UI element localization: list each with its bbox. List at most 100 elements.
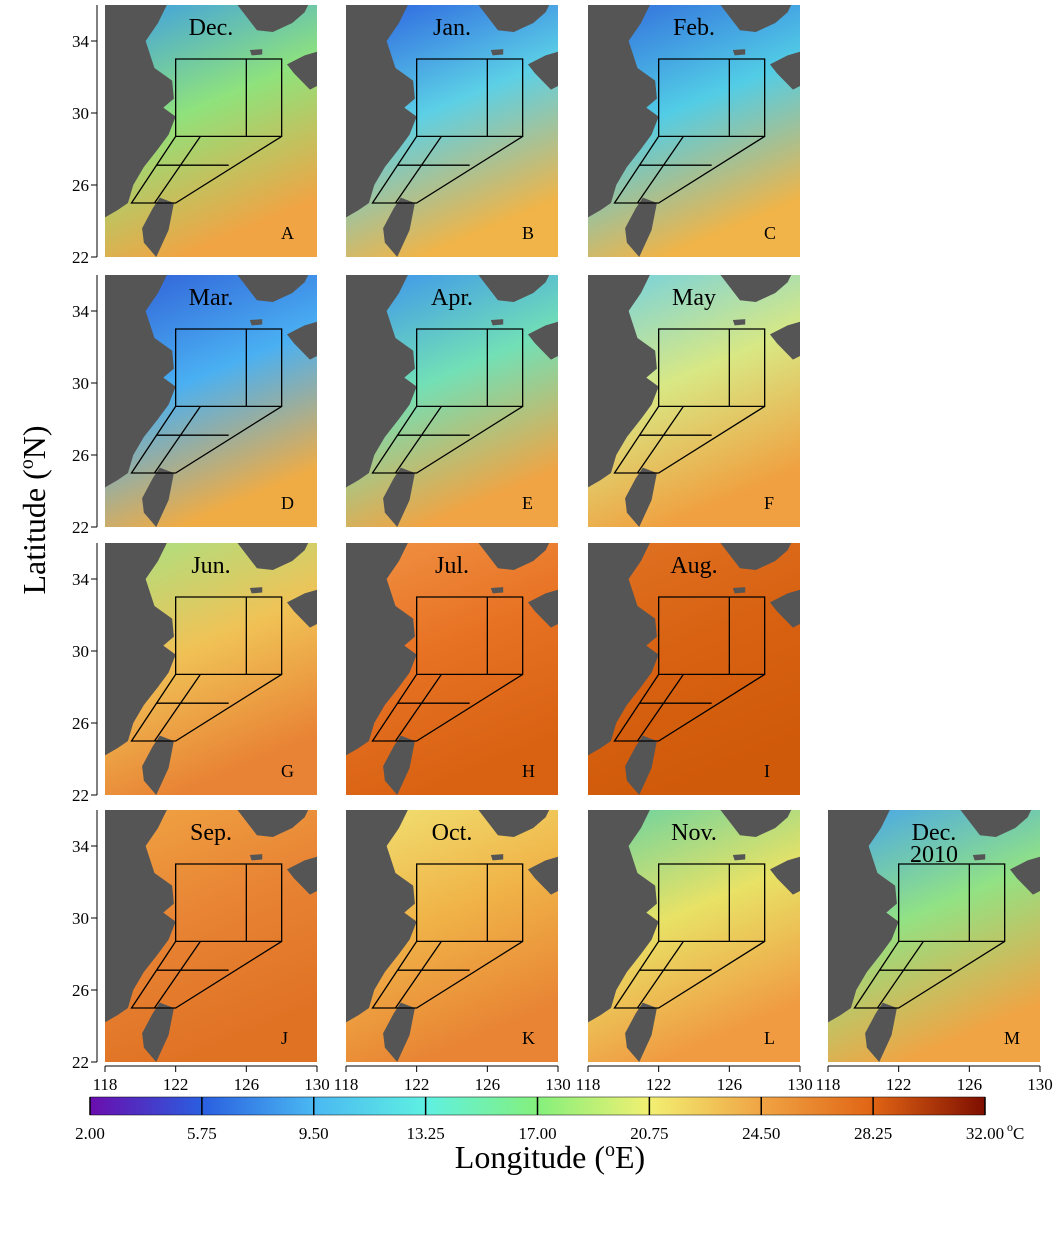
label-part: Longitude ( — [455, 1139, 605, 1175]
x-tick-label: 130 — [304, 1075, 330, 1094]
month-label: Oct. — [432, 820, 473, 846]
land — [286, 321, 317, 360]
region-box — [371, 940, 524, 1009]
y-tick-label: 34 — [72, 32, 90, 51]
land — [249, 49, 263, 56]
land — [732, 319, 746, 326]
land — [105, 543, 176, 756]
month-label: Feb. — [673, 15, 715, 41]
land — [249, 854, 263, 861]
y-tick-label: 26 — [72, 176, 89, 195]
y-tick-label: 22 — [72, 248, 89, 267]
land — [588, 810, 659, 1023]
y-tick-label: 30 — [72, 104, 89, 123]
region-box — [636, 406, 684, 474]
month-line: Sep. — [190, 820, 232, 846]
land — [720, 5, 792, 32]
region-box — [371, 673, 524, 742]
month-label: Nov. — [671, 820, 717, 846]
land — [383, 467, 415, 527]
month-label: Jul. — [435, 553, 469, 579]
land — [249, 587, 263, 594]
land — [960, 810, 1032, 837]
land — [383, 735, 415, 795]
region-box — [394, 674, 442, 742]
month-label: Sep. — [190, 820, 232, 846]
land — [346, 810, 417, 1023]
month-line: Jul. — [435, 553, 469, 579]
region-box — [613, 673, 766, 742]
y-tick-label: 30 — [72, 642, 89, 661]
month-label: Aug. — [670, 553, 717, 579]
x-tick-label: 130 — [1027, 1075, 1053, 1094]
x-tick-label: 118 — [93, 1075, 118, 1094]
x-tick-label: 118 — [334, 1075, 359, 1094]
map-panel: Sep. J — [105, 810, 317, 1062]
land — [237, 543, 309, 570]
label-part: N) — [16, 425, 52, 459]
month-label: Jan. — [433, 15, 471, 41]
land — [105, 275, 176, 488]
panel-letter: C — [764, 223, 776, 243]
panel-letter: E — [522, 493, 533, 513]
land — [769, 321, 800, 360]
x-tick-label: 126 — [717, 1075, 743, 1094]
y-tick-label: 30 — [72, 374, 89, 393]
month-label: Jun. — [191, 553, 230, 579]
land — [1009, 856, 1040, 895]
land — [720, 275, 792, 302]
land — [490, 49, 504, 56]
x-tick-label: 118 — [576, 1075, 601, 1094]
month-line: Dec. — [189, 15, 234, 41]
panel-letter: M — [1004, 1028, 1020, 1048]
land — [142, 1002, 174, 1062]
y-tick-label: 22 — [72, 518, 89, 537]
land — [142, 735, 174, 795]
map-panel: Mar. D — [105, 275, 317, 527]
land — [527, 51, 558, 90]
colorbar-tick-label: 17.00 — [518, 1124, 556, 1143]
land — [286, 51, 317, 90]
region-box — [394, 136, 442, 204]
month-line: Dec. — [912, 820, 957, 846]
land — [769, 51, 800, 90]
land — [490, 587, 504, 594]
x-tick-label: 126 — [957, 1075, 983, 1094]
region-box — [876, 941, 924, 1009]
region-box — [613, 940, 766, 1009]
panel-letter: D — [281, 493, 294, 513]
land — [490, 319, 504, 326]
month-label: Mar. — [189, 285, 234, 311]
map-panel: Aug. I — [588, 543, 800, 795]
region-box — [613, 405, 766, 474]
region-box — [130, 940, 283, 1009]
land — [105, 810, 176, 1023]
map-panel: Feb. C — [588, 5, 800, 257]
region-box — [371, 405, 524, 474]
panel-letter: H — [522, 761, 535, 781]
x-tick-label: 126 — [475, 1075, 501, 1094]
land — [732, 854, 746, 861]
y-tick-label: 34 — [72, 570, 90, 589]
land — [527, 589, 558, 628]
land — [865, 1002, 897, 1062]
x-tick-label: 118 — [816, 1075, 841, 1094]
land — [732, 587, 746, 594]
land — [237, 275, 309, 302]
month-line: Mar. — [189, 285, 234, 311]
land — [588, 275, 659, 488]
panel-letter: K — [522, 1028, 535, 1048]
panel-letter: L — [764, 1028, 775, 1048]
land — [237, 5, 309, 32]
month-line: Apr. — [431, 285, 473, 311]
map-panel: Jul. H — [346, 543, 558, 795]
panel-letter: A — [281, 223, 294, 243]
land — [625, 735, 657, 795]
land — [588, 543, 659, 756]
superscript: o — [605, 1139, 615, 1161]
land — [142, 197, 174, 257]
land — [769, 589, 800, 628]
panel-letter: J — [281, 1028, 288, 1048]
y-tick-label: 22 — [72, 1053, 89, 1072]
land — [478, 275, 550, 302]
